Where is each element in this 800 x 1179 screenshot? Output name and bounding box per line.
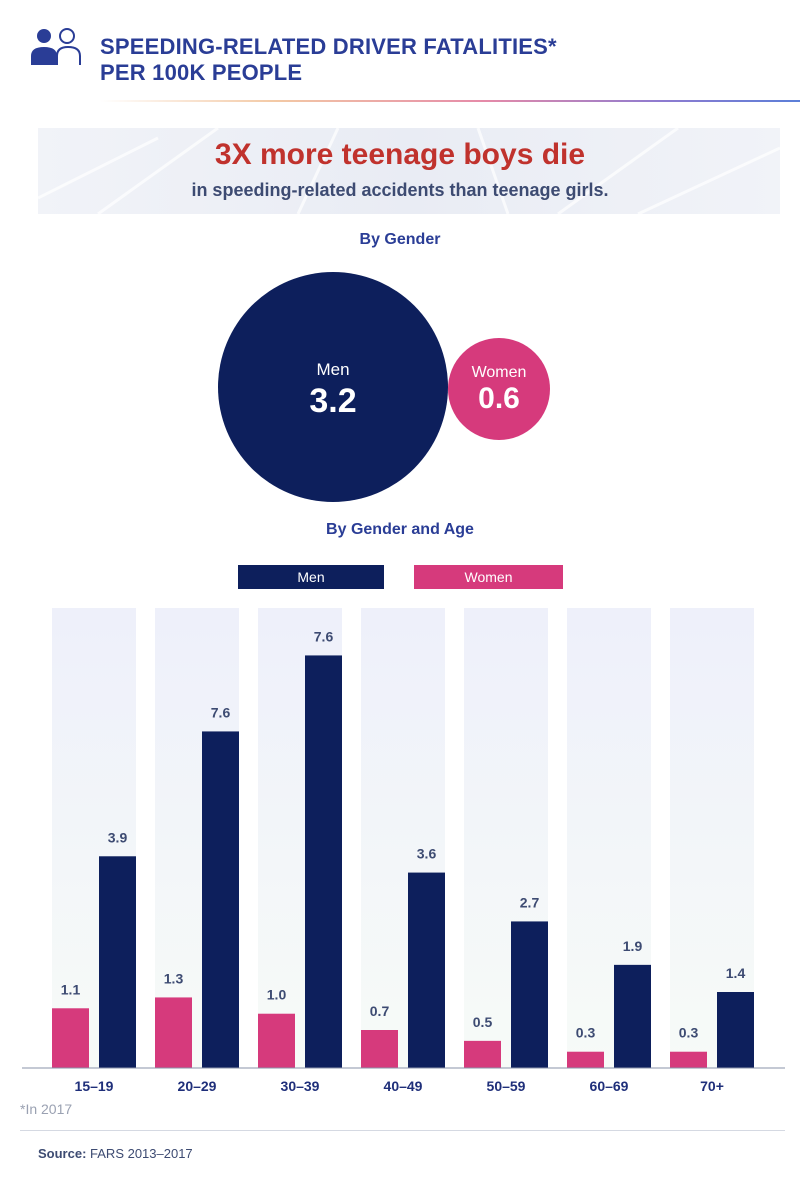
bar-label-women-4: 0.5 xyxy=(473,1014,493,1030)
bar-men-5 xyxy=(614,964,651,1068)
x-tick-label-2: 30–39 xyxy=(281,1078,320,1094)
map-texture xyxy=(38,128,780,214)
title-line-2: PER 100K PEOPLE xyxy=(100,60,303,85)
bar-men-0 xyxy=(99,856,136,1068)
bar-men-6 xyxy=(717,992,754,1068)
bar-men-3 xyxy=(408,872,445,1068)
bar-label-women-3: 0.7 xyxy=(370,1003,390,1019)
bubble-chart-title: By Gender xyxy=(359,231,441,248)
legend-men: Men xyxy=(238,565,384,589)
bar-women-1 xyxy=(155,997,192,1068)
bar-label-men-3: 3.6 xyxy=(417,846,437,862)
x-tick-label-0: 15–19 xyxy=(75,1078,114,1094)
bar-label-women-1: 1.3 xyxy=(164,970,184,986)
x-tick-label-6: 70+ xyxy=(700,1078,724,1094)
source-label: Source: xyxy=(38,1146,87,1161)
title-divider xyxy=(100,100,800,102)
people-icon xyxy=(31,28,81,65)
title-line-1: SPEEDING-RELATED DRIVER FATALITIES* xyxy=(100,34,557,59)
bar-chart: 1.1 3.9 15–19 1.3 7.6 20–29 1.0 7.6 30–39 0.7 3.6 4… xyxy=(22,608,785,1094)
legend-women: Women xyxy=(414,565,563,589)
bar-women-0 xyxy=(52,1008,89,1068)
bar-label-women-6: 0.3 xyxy=(679,1025,699,1041)
bubble-men-label: Men xyxy=(316,360,350,379)
bar-men-1 xyxy=(202,731,239,1068)
bubble-women-label: Women xyxy=(471,364,527,381)
bar-label-women-0: 1.1 xyxy=(61,981,81,997)
headline: 3X more teenage boys die xyxy=(214,138,586,171)
bar-women-4 xyxy=(464,1040,501,1068)
x-tick-label-4: 50–59 xyxy=(487,1078,526,1094)
bar-women-3 xyxy=(361,1030,398,1068)
page-title: SPEEDING-RELATED DRIVER FATALITIES* PER … xyxy=(100,34,557,86)
bubble-men: Men 3.2 xyxy=(218,272,448,502)
bar-women-2 xyxy=(258,1013,295,1068)
bar-label-men-0: 3.9 xyxy=(108,829,128,845)
footer-divider xyxy=(20,1130,785,1131)
bar-men-4 xyxy=(511,921,548,1068)
footnote: *In 2017 xyxy=(20,1101,73,1117)
bar-women-6 xyxy=(670,1051,707,1068)
bubble-women: Women 0.6 xyxy=(448,338,550,440)
bar-label-men-1: 7.6 xyxy=(211,704,231,720)
bar-label-men-5: 1.9 xyxy=(623,938,643,954)
bar-men-2 xyxy=(305,655,342,1068)
x-tick-label-1: 20–29 xyxy=(178,1078,217,1094)
column-background xyxy=(670,608,754,1068)
bar-chart-title: By Gender and Age xyxy=(326,521,474,538)
bar-label-women-2: 1.0 xyxy=(267,987,287,1003)
bubble-women-value: 0.6 xyxy=(478,382,520,415)
source-line: Source: FARS 2013–2017 xyxy=(38,1146,193,1161)
x-tick-label-3: 40–49 xyxy=(384,1078,423,1094)
bar-women-5 xyxy=(567,1051,604,1068)
subheadline: in speeding-related accidents than teena… xyxy=(191,180,609,200)
bar-label-men-4: 2.7 xyxy=(520,894,540,910)
source-text: FARS 2013–2017 xyxy=(90,1146,193,1161)
bar-label-women-5: 0.3 xyxy=(576,1025,596,1041)
bar-label-men-6: 1.4 xyxy=(726,965,746,981)
bar-label-men-2: 7.6 xyxy=(314,628,334,644)
bubble-men-value: 3.2 xyxy=(309,382,357,420)
highlight-banner xyxy=(38,128,780,214)
x-tick-label-5: 60–69 xyxy=(590,1078,629,1094)
